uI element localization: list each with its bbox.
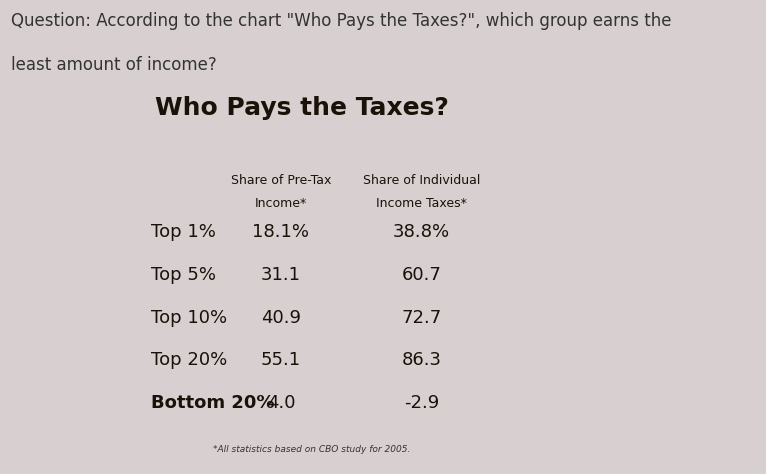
Text: 31.1: 31.1 xyxy=(261,266,301,284)
Text: Income Taxes*: Income Taxes* xyxy=(376,197,467,210)
Text: *All statistics based on CBO study for 2005.: *All statistics based on CBO study for 2… xyxy=(213,445,411,454)
Text: Bottom 20%: Bottom 20% xyxy=(151,394,274,412)
Text: -2.9: -2.9 xyxy=(404,394,439,412)
Text: Share of Pre-Tax: Share of Pre-Tax xyxy=(231,174,331,187)
Text: Top 20%: Top 20% xyxy=(151,351,227,369)
Text: Share of Individual: Share of Individual xyxy=(363,174,480,187)
Text: 60.7: 60.7 xyxy=(401,266,441,284)
Text: Income*: Income* xyxy=(255,197,307,210)
Text: 55.1: 55.1 xyxy=(261,351,301,369)
Text: 40.9: 40.9 xyxy=(261,309,301,327)
Text: Question: According to the chart "Who Pays the Taxes?", which group earns the: Question: According to the chart "Who Pa… xyxy=(11,12,672,30)
Text: 72.7: 72.7 xyxy=(401,309,442,327)
Text: 38.8%: 38.8% xyxy=(393,223,450,241)
Text: 4.0: 4.0 xyxy=(267,394,295,412)
Text: Top 1%: Top 1% xyxy=(151,223,215,241)
Text: 18.1%: 18.1% xyxy=(253,223,309,241)
Text: least amount of income?: least amount of income? xyxy=(11,56,218,74)
Text: Top 5%: Top 5% xyxy=(151,266,216,284)
Text: 86.3: 86.3 xyxy=(401,351,442,369)
Text: Top 10%: Top 10% xyxy=(151,309,227,327)
Text: Who Pays the Taxes?: Who Pays the Taxes? xyxy=(155,96,449,120)
